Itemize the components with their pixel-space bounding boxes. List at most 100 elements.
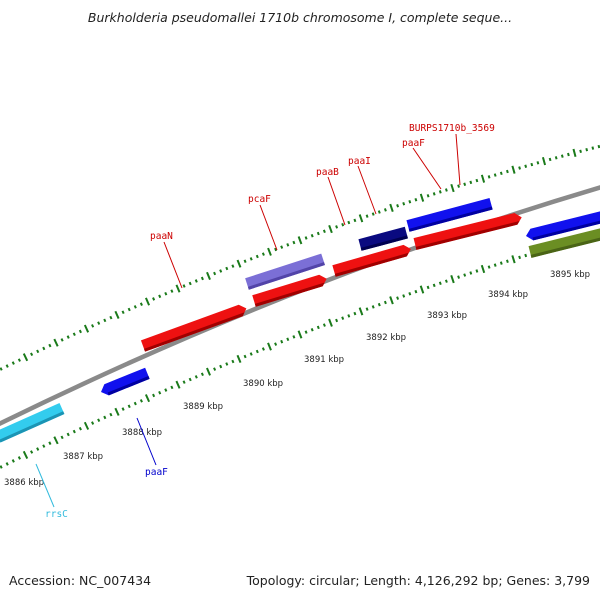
tick-mark [444, 279, 448, 283]
gene-label-paaI[interactable]: paaI [348, 156, 371, 167]
tick-mark [457, 275, 461, 279]
tick-mark [358, 214, 364, 223]
gene-feature-BURPS1710b_3569[interactable] [413, 212, 524, 250]
tick-mark [438, 281, 442, 285]
tick-mark [255, 254, 259, 259]
tick-mark [316, 325, 320, 330]
gene-label-paaF-upper[interactable]: paaF [402, 138, 425, 149]
tick-mark [585, 147, 589, 152]
gene-feature-paaN[interactable] [140, 303, 248, 352]
tick-mark [469, 180, 473, 185]
tick-mark [249, 257, 253, 261]
tick-mark [579, 149, 582, 153]
tick-mark [121, 310, 125, 314]
tick-mark [297, 236, 303, 245]
gene-feature-paaB[interactable] [332, 243, 412, 277]
tick-mark [457, 184, 460, 188]
ruler-label: 3886 kbp [4, 478, 44, 488]
tick-mark [493, 173, 497, 177]
tick-mark [11, 361, 15, 365]
tick-mark [158, 294, 162, 299]
tick-mark [487, 265, 491, 269]
tick-mark [97, 321, 101, 325]
tick-mark [475, 178, 479, 183]
map-title: Burkholderia pseudomallei 1710b chromoso… [87, 10, 513, 25]
tick-mark [36, 447, 40, 451]
tick-mark [22, 353, 29, 362]
tick-mark [383, 208, 387, 212]
ruler-label: 3891 kbp [304, 355, 344, 365]
tick-mark [548, 157, 552, 162]
tick-mark [72, 429, 76, 434]
tick-mark [499, 171, 503, 176]
gene-feature-blue-right[interactable] [525, 210, 600, 242]
genome-summary: Topology: circular; Length: 4,126,292 bp… [246, 573, 590, 588]
tick-mark [518, 166, 521, 170]
tick-mark [322, 323, 326, 327]
tick-mark [17, 456, 21, 460]
tick-mark [506, 169, 509, 174]
tick-mark [341, 316, 345, 320]
gene-feature-rrsC[interactable] [0, 403, 65, 443]
tick-mark [402, 294, 406, 298]
tick-mark [170, 385, 174, 390]
tick-mark [480, 264, 486, 274]
tick-mark [53, 338, 59, 347]
tick-mark [175, 380, 181, 389]
tick-mark [438, 190, 442, 194]
gene-label-paaN[interactable]: paaN [150, 231, 173, 242]
tick-mark [72, 332, 76, 337]
tick-mark [213, 367, 217, 371]
gene-feature-paaF[interactable] [99, 367, 150, 398]
tick-mark [304, 330, 308, 334]
tick-mark [353, 218, 357, 223]
tick-mark [78, 426, 82, 431]
tick-mark [127, 404, 131, 409]
tick-mark [91, 324, 95, 328]
ruler-labels: 3886 kbp 3887 kbp 3888 kbp 3889 kbp 3890… [4, 270, 590, 488]
ruler-label: 3888 kbp [122, 428, 162, 438]
tick-mark [144, 394, 151, 403]
gene-feature-paaI[interactable] [358, 226, 408, 251]
gene-label-paaB[interactable]: paaB [316, 167, 339, 178]
tick-mark [182, 284, 186, 288]
gene-feature-pcaF[interactable] [252, 273, 328, 307]
tick-mark [341, 222, 345, 227]
tick-mark [365, 307, 369, 311]
tick-mark [536, 161, 540, 165]
tick-mark [511, 165, 516, 174]
ruler-label: 3895 kbp [550, 270, 590, 280]
tick-mark [267, 247, 272, 256]
tick-mark [158, 390, 162, 395]
gene-label-BURPS1710b_3569[interactable]: BURPS1710b_3569 [409, 123, 495, 134]
tick-mark [188, 377, 192, 382]
tick-mark [292, 240, 296, 245]
tick-mark [103, 415, 107, 420]
tick-mark [554, 156, 558, 160]
tick-mark [335, 318, 339, 323]
tick-mark [408, 200, 412, 204]
gene-label-rrsC[interactable]: rrsC [45, 509, 68, 520]
tick-mark [66, 335, 70, 339]
tick-mark [200, 372, 204, 377]
tick-mark [450, 183, 455, 193]
tick-mark [353, 311, 357, 316]
tick-mark [322, 229, 326, 234]
gene-feature-blue-top[interactable] [406, 197, 493, 232]
tick-mark [236, 354, 242, 364]
tick-mark [560, 154, 564, 158]
tick-mark [499, 261, 503, 265]
tick-mark [109, 412, 113, 417]
tick-mark [377, 302, 381, 307]
tick-mark [144, 297, 151, 306]
gene-label-pcaF[interactable]: pcaF [248, 194, 271, 205]
gene-feature-olive[interactable] [528, 226, 600, 258]
inner-tick-track [0, 232, 600, 469]
tick-mark [419, 193, 425, 202]
tick-mark [347, 220, 351, 225]
gene-features[interactable] [0, 197, 600, 443]
gene-label-paaF-lower[interactable]: paaF [145, 467, 168, 478]
gene-feature-lavender[interactable] [245, 253, 325, 290]
tick-mark [255, 349, 259, 354]
